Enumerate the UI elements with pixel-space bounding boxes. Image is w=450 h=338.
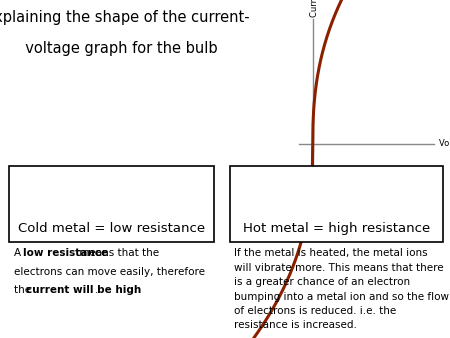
Text: Voltage (V): Voltage (V): [439, 139, 450, 148]
Text: Hot metal = high resistance: Hot metal = high resistance: [243, 222, 430, 235]
Text: current will be high: current will be high: [26, 285, 141, 295]
Text: the: the: [14, 285, 34, 295]
FancyBboxPatch shape: [9, 166, 214, 242]
Text: electrons can move easily, therefore: electrons can move easily, therefore: [14, 267, 204, 277]
FancyBboxPatch shape: [230, 166, 443, 242]
Text: voltage graph for the bulb: voltage graph for the bulb: [16, 41, 218, 55]
Text: Cold metal = low resistance: Cold metal = low resistance: [18, 222, 205, 235]
Text: A: A: [14, 248, 24, 259]
Text: Explaining the shape of the current-: Explaining the shape of the current-: [0, 10, 249, 25]
Text: .: .: [94, 285, 98, 295]
Text: If the metal is heated, the metal ions
will vibrate more. This means that there
: If the metal is heated, the metal ions w…: [234, 248, 449, 331]
Text: Current (A): Current (A): [310, 0, 320, 17]
Text: means that the: means that the: [76, 248, 160, 259]
Text: low resistance: low resistance: [23, 248, 108, 259]
